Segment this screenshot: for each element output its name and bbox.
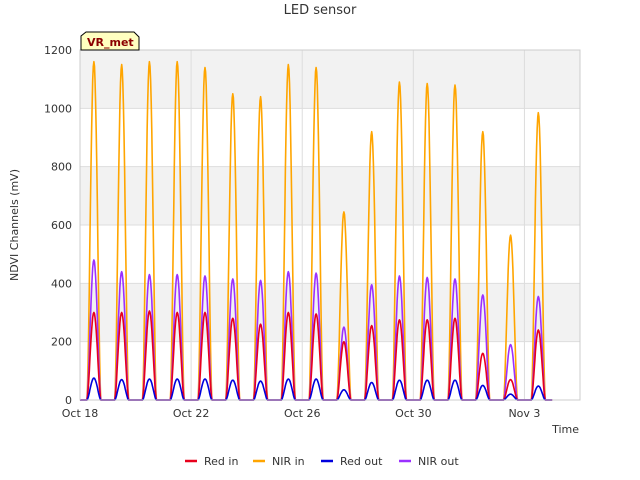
chart-title: LED sensor — [284, 3, 357, 18]
station-badge: VR_met — [80, 31, 140, 51]
y-tick-label: 1000 — [44, 102, 72, 115]
plot-band — [80, 166, 580, 225]
legend-item: Red out — [321, 455, 383, 468]
y-tick-labels: 0 200 400 600 800 1000 1200 — [44, 44, 72, 407]
x-tick-label: Nov 3 — [508, 407, 540, 420]
axes — [79, 49, 581, 401]
legend-item: NIR in — [253, 455, 305, 468]
x-tick-label: Oct 26 — [284, 407, 321, 420]
y-tick-label: 200 — [51, 336, 72, 349]
legend-item: NIR out — [399, 455, 459, 468]
y-tick-label: 1200 — [44, 44, 72, 57]
legend: Red in NIR in Red out NIR out — [185, 455, 459, 468]
legend-label: NIR in — [272, 455, 305, 468]
legend-label: NIR out — [418, 455, 459, 468]
badge-shape — [80, 31, 140, 51]
y-axis-title: NDVI Channels (mV) — [8, 169, 21, 281]
x-tick-label: Oct 30 — [395, 407, 432, 420]
legend-label: Red in — [204, 455, 238, 468]
x-tick-label: Oct 18 — [62, 407, 99, 420]
plot-background — [80, 50, 580, 342]
x-tick-label: Oct 22 — [173, 407, 210, 420]
x-axis-title: Time — [551, 423, 579, 436]
y-tick-label: 400 — [51, 277, 72, 290]
y-tick-label: 0 — [65, 394, 72, 407]
legend-item: Red in — [185, 455, 238, 468]
plot-frame — [79, 49, 581, 401]
series-line-red-in — [80, 310, 553, 401]
series-line-red-out — [80, 377, 553, 401]
y-tick-label: 800 — [51, 161, 72, 174]
plot-band — [80, 50, 580, 109]
series-layer — [80, 60, 553, 401]
legend-label: Red out — [340, 455, 383, 468]
x-tick-labels: Oct 18 Oct 22 Oct 26 Oct 30 Nov 3 — [62, 407, 541, 420]
badge-label: VR_met — [87, 36, 134, 49]
plot-band — [80, 283, 580, 342]
y-tick-label: 600 — [51, 219, 72, 232]
series-line-nir-in — [80, 60, 553, 401]
